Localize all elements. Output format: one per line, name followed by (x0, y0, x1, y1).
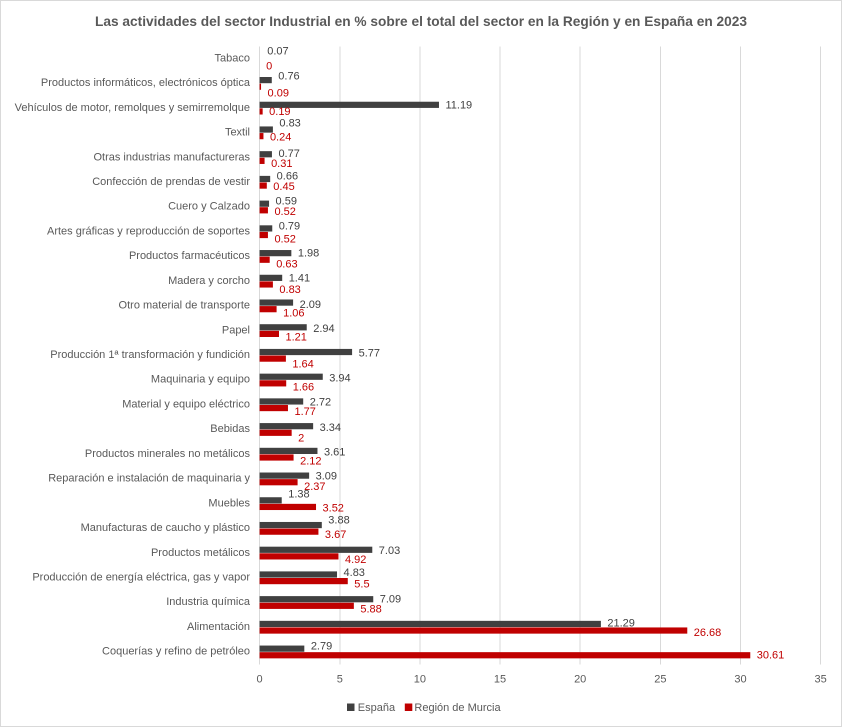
svg-text:1.64: 1.64 (292, 358, 313, 370)
svg-text:Manufacturas de caucho y plást: Manufacturas de caucho y plástico (81, 522, 250, 534)
svg-text:0.66: 0.66 (277, 171, 298, 183)
svg-text:5.5: 5.5 (354, 579, 369, 591)
svg-text:Textil: Textil (225, 127, 250, 139)
svg-text:Vehículos de motor, remolques: Vehículos de motor, remolques y semirrem… (15, 102, 250, 114)
svg-text:0.76: 0.76 (278, 71, 299, 83)
svg-text:0.52: 0.52 (274, 206, 295, 218)
svg-text:2: 2 (298, 432, 304, 444)
svg-text:Muebles: Muebles (208, 497, 250, 509)
svg-text:Productos farmacéuticos: Productos farmacéuticos (129, 250, 251, 262)
svg-text:20: 20 (574, 674, 586, 686)
svg-text:0.52: 0.52 (274, 234, 295, 246)
svg-text:Papel: Papel (222, 324, 250, 336)
svg-text:0.83: 0.83 (279, 284, 300, 296)
svg-text:4.92: 4.92 (345, 554, 366, 566)
svg-text:Coquerías y refino de petróleo: Coquerías y refino de petróleo (102, 646, 250, 658)
svg-text:21.29: 21.29 (607, 617, 635, 629)
svg-text:3.94: 3.94 (329, 372, 350, 384)
svg-text:Las actividades del sector Ind: Las actividades del sector Industrial en… (95, 14, 747, 29)
svg-text:0: 0 (266, 61, 272, 73)
svg-text:11.19: 11.19 (445, 100, 472, 112)
svg-text:Otro material de transporte: Otro material de transporte (119, 300, 250, 312)
svg-text:0.31: 0.31 (271, 158, 292, 170)
svg-text:1.21: 1.21 (286, 331, 307, 343)
svg-text:Otras industrias manufacturera: Otras industrias manufactureras (93, 151, 250, 163)
svg-text:5.77: 5.77 (359, 348, 380, 360)
svg-text:1.38: 1.38 (288, 489, 309, 501)
svg-text:35: 35 (815, 674, 827, 686)
svg-text:1.06: 1.06 (283, 308, 304, 320)
svg-text:3.09: 3.09 (316, 471, 337, 483)
svg-text:30.61: 30.61 (757, 650, 785, 662)
svg-text:0.59: 0.59 (276, 195, 297, 207)
svg-text:Confección de prendas de vesti: Confección de prendas de vestir (92, 176, 250, 188)
svg-text:2.72: 2.72 (310, 396, 331, 408)
svg-text:Maquinaria y equipo: Maquinaria y equipo (151, 374, 250, 386)
svg-text:15: 15 (494, 674, 506, 686)
svg-text:Cuero y Calzado: Cuero y Calzado (168, 201, 250, 213)
svg-text:Bebidas: Bebidas (210, 423, 250, 435)
svg-text:1.66: 1.66 (293, 381, 314, 393)
svg-text:3.61: 3.61 (324, 447, 345, 459)
svg-text:Reparación e instalación de ma: Reparación e instalación de maquinaria y (48, 473, 250, 485)
svg-text:2.94: 2.94 (313, 323, 334, 335)
svg-text:Artes gráficas y reproducción: Artes gráficas y reproducción de soporte… (47, 225, 250, 237)
svg-text:26.68: 26.68 (694, 627, 722, 639)
svg-text:4.83: 4.83 (344, 567, 365, 579)
svg-text:3.88: 3.88 (328, 515, 349, 527)
svg-text:Productos informáticos, electr: Productos informáticos, electrónicos ópt… (41, 77, 251, 89)
svg-text:0.45: 0.45 (273, 181, 294, 193)
svg-text:2.37: 2.37 (304, 481, 325, 493)
svg-text:Madera y corcho: Madera y corcho (168, 275, 250, 287)
svg-text:Tabaco: Tabaco (215, 52, 250, 64)
svg-text:Productos metálicos: Productos metálicos (151, 547, 251, 559)
svg-text:Industria química: Industria química (166, 596, 251, 608)
svg-text:2.09: 2.09 (300, 299, 321, 311)
svg-text:Alimentación: Alimentación (187, 621, 250, 633)
svg-text:0.83: 0.83 (279, 117, 300, 129)
svg-text:Productos minerales no metálic: Productos minerales no metálicos (85, 448, 251, 460)
svg-text:3.34: 3.34 (320, 422, 341, 434)
svg-text:0.79: 0.79 (279, 220, 300, 232)
svg-text:2.79: 2.79 (311, 641, 332, 653)
svg-text:10: 10 (414, 674, 426, 686)
svg-text:1.41: 1.41 (289, 272, 310, 284)
svg-text:30: 30 (734, 674, 746, 686)
svg-text:25: 25 (654, 674, 666, 686)
svg-text:5: 5 (337, 674, 343, 686)
svg-text:Producción 1ª transformación y: Producción 1ª transformación y fundición (50, 349, 250, 361)
svg-text:7.03: 7.03 (379, 545, 400, 557)
svg-text:1.77: 1.77 (294, 406, 315, 418)
svg-text:Producción de energía eléctric: Producción de energía eléctrica, gas y v… (32, 572, 250, 584)
svg-text:3.67: 3.67 (325, 529, 346, 541)
svg-text:Región de Murcia: Región de Murcia (414, 702, 501, 714)
svg-text:0.09: 0.09 (268, 87, 289, 99)
svg-text:Material y equipo eléctrico: Material y equipo eléctrico (122, 398, 250, 410)
svg-text:1.98: 1.98 (298, 248, 319, 260)
svg-text:2.12: 2.12 (300, 456, 321, 468)
svg-text:5.88: 5.88 (360, 604, 381, 616)
svg-text:0.07: 0.07 (267, 46, 288, 58)
svg-text:0.19: 0.19 (269, 106, 290, 118)
svg-text:0.63: 0.63 (276, 258, 297, 270)
svg-text:0.24: 0.24 (270, 131, 291, 143)
svg-text:3.52: 3.52 (323, 502, 344, 514)
svg-text:España: España (358, 702, 396, 714)
svg-text:0: 0 (257, 674, 263, 686)
svg-text:7.09: 7.09 (380, 594, 401, 606)
svg-text:0.77: 0.77 (278, 148, 299, 160)
